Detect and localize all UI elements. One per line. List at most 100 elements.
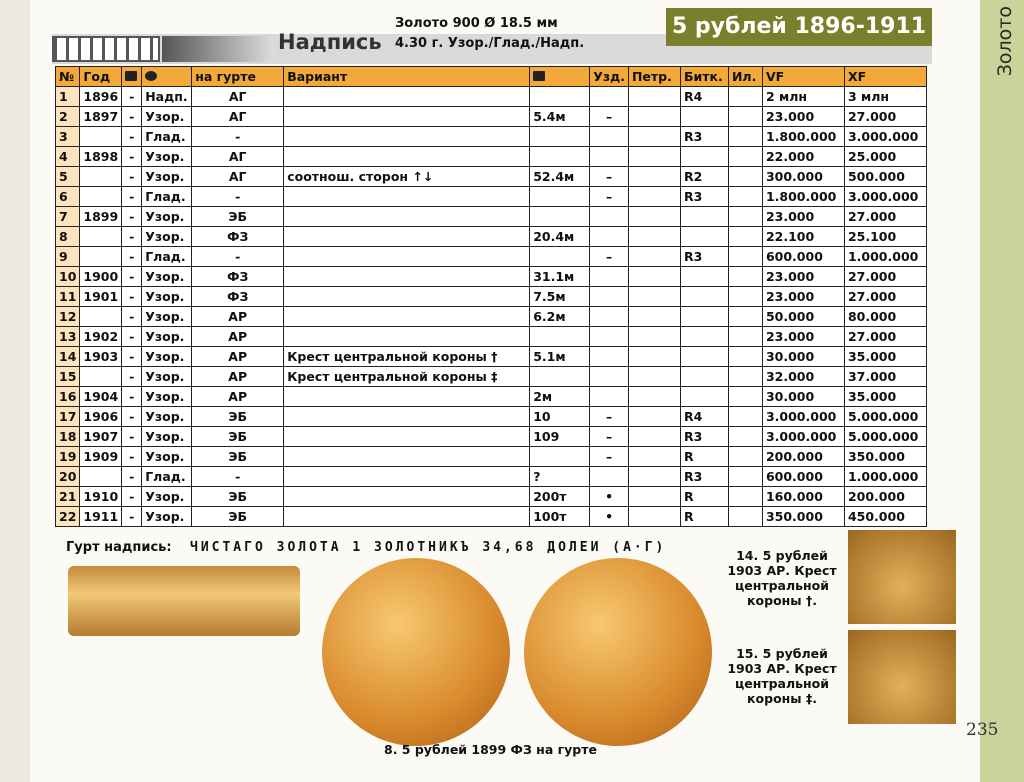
cell-bitk: R [679,506,729,527]
cell-il [727,126,763,147]
cell-vf: 300.000 [761,166,845,187]
cell-il [727,346,763,367]
cell-xf: 35.000 [843,386,927,407]
cell-n: 16 [54,386,81,407]
cell-mintage [529,206,591,227]
cell-vf: 600.000 [761,246,845,267]
cell-mark: - [191,126,285,147]
cell-year: 1903 [79,346,123,367]
cell-petr [627,246,681,267]
cell-xf: 500.000 [843,166,927,187]
cell-xf: 1.000.000 [843,246,927,267]
header-icon [533,71,546,81]
cell-il [727,426,763,447]
cell-vf: 23.000 [761,206,845,227]
cell-bitk [679,286,729,307]
table-row: 7 1899- Узор. ЭБ 23.000 27.000 [54,206,927,227]
cell-mintage [529,446,591,467]
cell-uzd [589,386,629,407]
column-header: Год [79,66,123,87]
cell-xf: 27.000 [843,326,927,347]
cell-variant [283,306,531,327]
cell-year [79,166,123,187]
cell-year: 1898 [79,146,123,167]
cell-variant [283,246,531,267]
cell-xf: 37.000 [843,366,927,387]
header-icon [145,71,158,81]
edge-inscription: ЧИСТАГО ЗОЛОТА 1 ЗОЛОТНИКЪ 34,68 ДОЛЕИ (… [190,540,667,555]
cell-mark: ЭБ [191,426,285,447]
cell-year [79,306,123,327]
cell-il [727,206,763,227]
cell-uzd [589,146,629,167]
cell-petr [627,426,681,447]
cell-xf: 5.000.000 [843,426,927,447]
cell-year: 1909 [79,446,123,467]
cell-edge: Узор. [141,326,193,347]
cell-uzd: • [589,506,629,527]
cell-vf: 160.000 [761,486,845,507]
cell-variant [283,426,531,447]
page-number: 235 [966,720,999,740]
cell-edge: Узор. [141,386,193,407]
cell-uzd [589,466,629,487]
cell-petr [627,286,681,307]
cell-mintage [529,146,591,167]
cell-mark: ФЗ [191,286,285,307]
column-header: VF [761,66,845,87]
cell-year: 1901 [79,286,123,307]
cell-il [727,306,763,327]
cell-n: 4 [54,146,81,167]
cell-year: 1902 [79,326,123,347]
cell-year: 1911 [79,506,123,527]
cell-xf: 25.000 [843,146,927,167]
cell-variant [283,126,531,147]
cell-mark: ФЗ [191,226,285,247]
cell-vf: 1.800.000 [761,186,845,207]
table-row: 3 - Глад. - R3 1.800.000 3.000.000 [54,126,927,147]
cell-il [727,446,763,467]
cell-variant [283,326,531,347]
cell-vf: 22.000 [761,146,845,167]
cell-mint: - [121,366,143,387]
cell-vf: 50.000 [761,306,845,327]
cell-il [727,506,763,527]
cell-uzd: – [589,246,629,267]
cell-bitk: R3 [679,186,729,207]
cell-uzd: – [589,186,629,207]
cell-n: 21 [54,486,81,507]
cell-mint: - [121,506,143,527]
cell-mark: ЭБ [191,206,285,227]
cell-il [727,86,763,107]
cell-mintage: 6.2м [529,306,591,327]
cell-mint: - [121,226,143,247]
cell-bitk [679,106,729,127]
cell-xf: 35.000 [843,346,927,367]
cell-vf: 23.000 [761,266,845,287]
table-row: 12 - Узор. АР 6.2м 50.000 80.000 [54,306,927,327]
cell-mark: ЭБ [191,406,285,427]
cell-mark: - [191,466,285,487]
cell-xf: 3.000.000 [843,126,927,147]
cell-bitk [679,346,729,367]
cell-mintage: 5.4м [529,106,591,127]
crown-photo [848,630,956,724]
column-header: № [54,66,81,87]
cell-petr [627,146,681,167]
cell-edge: Узор. [141,206,193,227]
cell-bitk: R2 [679,166,729,187]
table-row: 21 1910- Узор. ЭБ 200т • R 160.000 200.000 [54,486,927,507]
cell-bitk [679,226,729,247]
cell-variant [283,146,531,167]
cell-vf: 30.000 [761,346,845,367]
cell-xf: 80.000 [843,306,927,327]
column-header: на гурте [191,66,285,87]
cell-uzd: – [589,106,629,127]
table-row: 19 1909- Узор. ЭБ – R 200.000 350.000 [54,446,927,467]
cell-edge: Узор. [141,366,193,387]
cell-uzd: – [589,166,629,187]
cell-bitk: R4 [679,406,729,427]
cell-mint: - [121,126,143,147]
table-row: 4 1898- Узор. АГ 22.000 25.000 [54,146,927,167]
cell-mint: - [121,206,143,227]
